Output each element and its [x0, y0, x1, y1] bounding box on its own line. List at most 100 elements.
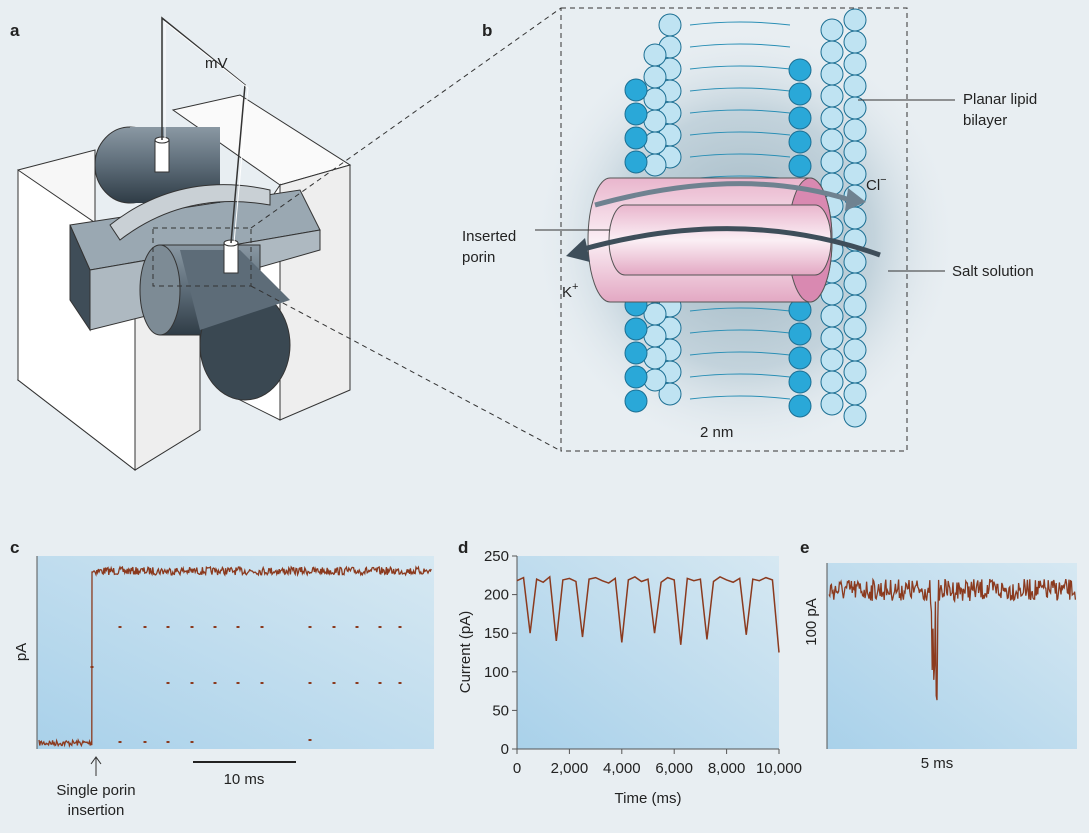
lipid-head	[844, 339, 866, 361]
y-tick-label: 0	[501, 741, 509, 758]
trace-dot	[144, 626, 147, 628]
trace-dot	[261, 682, 264, 684]
trace-dot	[167, 682, 170, 684]
lipid-head	[844, 405, 866, 427]
lipid-head	[844, 75, 866, 97]
trace-dot	[309, 739, 312, 741]
lipid-head	[625, 318, 647, 340]
trace-dot	[333, 682, 336, 684]
y-axis-label: 100 pA	[803, 598, 820, 646]
trace-dot	[119, 626, 122, 628]
x-tick-label: 4,000	[603, 760, 641, 777]
lipid-head	[844, 317, 866, 339]
lipid-head	[821, 129, 843, 151]
lipid-head	[844, 141, 866, 163]
lipid-head	[789, 371, 811, 393]
panel-label: b	[482, 21, 492, 40]
salt-label: Salt solution	[952, 263, 1034, 280]
lipid-head	[625, 342, 647, 364]
x-axis-label: Time (ms)	[615, 790, 682, 807]
trace-dot	[191, 741, 194, 743]
lipid-head	[625, 103, 647, 125]
lipid-head	[844, 273, 866, 295]
y-axis-label: Current (pA)	[457, 611, 474, 694]
bilayer-label: Planar lipid	[963, 91, 1037, 108]
trace-dot	[309, 626, 312, 628]
lipid-head	[844, 9, 866, 31]
lipid-head	[789, 59, 811, 81]
trace-dot	[356, 682, 359, 684]
y-tick-label: 100	[484, 664, 509, 681]
scale-label: 5 ms	[921, 755, 954, 772]
lipid-head	[789, 323, 811, 345]
lipid-head	[789, 395, 811, 417]
y-tick-label: 200	[484, 587, 509, 604]
trace-dot	[91, 666, 94, 668]
porin-label: Inserted	[462, 228, 516, 245]
y-tick-label: 150	[484, 625, 509, 642]
trace-dot	[214, 682, 217, 684]
bilayer-label: bilayer	[963, 112, 1007, 129]
trace-dot	[237, 682, 240, 684]
lipid-head	[644, 154, 666, 176]
lipid-head	[844, 361, 866, 383]
lipid-head	[821, 371, 843, 393]
lipid-head	[844, 251, 866, 273]
lipid-head	[625, 79, 647, 101]
voltage-label: mV	[205, 55, 228, 72]
trace-dot	[379, 626, 382, 628]
lipid-head	[821, 63, 843, 85]
lipid-head	[625, 127, 647, 149]
x-tick-label: 10,000	[756, 760, 802, 777]
event-label: insertion	[68, 802, 125, 819]
lipid-head	[844, 163, 866, 185]
lipid-head	[821, 151, 843, 173]
x-tick-label: 0	[513, 760, 521, 777]
lipid-head	[821, 107, 843, 129]
trace-dot	[237, 626, 240, 628]
trace-dot	[214, 626, 217, 628]
trace-dot	[191, 626, 194, 628]
lipid-head	[644, 66, 666, 88]
lipid-head	[821, 349, 843, 371]
lipid-head	[821, 19, 843, 41]
plot-area	[37, 556, 434, 749]
trace-dot	[309, 682, 312, 684]
lipid-head	[789, 347, 811, 369]
lipid-head	[644, 369, 666, 391]
lipid-head	[844, 383, 866, 405]
trace-dot	[144, 741, 147, 743]
lipid-head	[625, 151, 647, 173]
lipid-tail	[690, 22, 790, 25]
x-tick-label: 2,000	[551, 760, 589, 777]
lipid-head	[821, 85, 843, 107]
lipid-head	[821, 41, 843, 63]
lipid-head	[659, 14, 681, 36]
lipid-head	[844, 295, 866, 317]
trace-dot	[261, 626, 264, 628]
panel-label: c	[10, 538, 19, 557]
trace-dot	[167, 626, 170, 628]
porin-label: porin	[462, 249, 495, 266]
lipid-head	[844, 207, 866, 229]
lipid-head	[625, 390, 647, 412]
y-tick-label: 50	[492, 702, 509, 719]
lipid-head	[789, 155, 811, 177]
lipid-head	[789, 107, 811, 129]
scale-label: 10 ms	[224, 771, 265, 788]
lipid-head	[644, 44, 666, 66]
y-tick-label: 250	[484, 548, 509, 565]
lipid-head	[844, 119, 866, 141]
figure: a mV b Planar lipid bilayer Cl− Inserted…	[0, 0, 1089, 833]
lipid-head	[644, 132, 666, 154]
lipid-head	[644, 347, 666, 369]
trace-dot	[167, 741, 170, 743]
trace-dot	[191, 682, 194, 684]
lipid-head	[789, 131, 811, 153]
x-tick-label: 8,000	[708, 760, 746, 777]
panel-label: e	[800, 538, 809, 557]
panel-label: d	[458, 538, 468, 557]
lipid-head	[789, 83, 811, 105]
lipid-head	[821, 327, 843, 349]
event-arrow	[91, 757, 101, 776]
